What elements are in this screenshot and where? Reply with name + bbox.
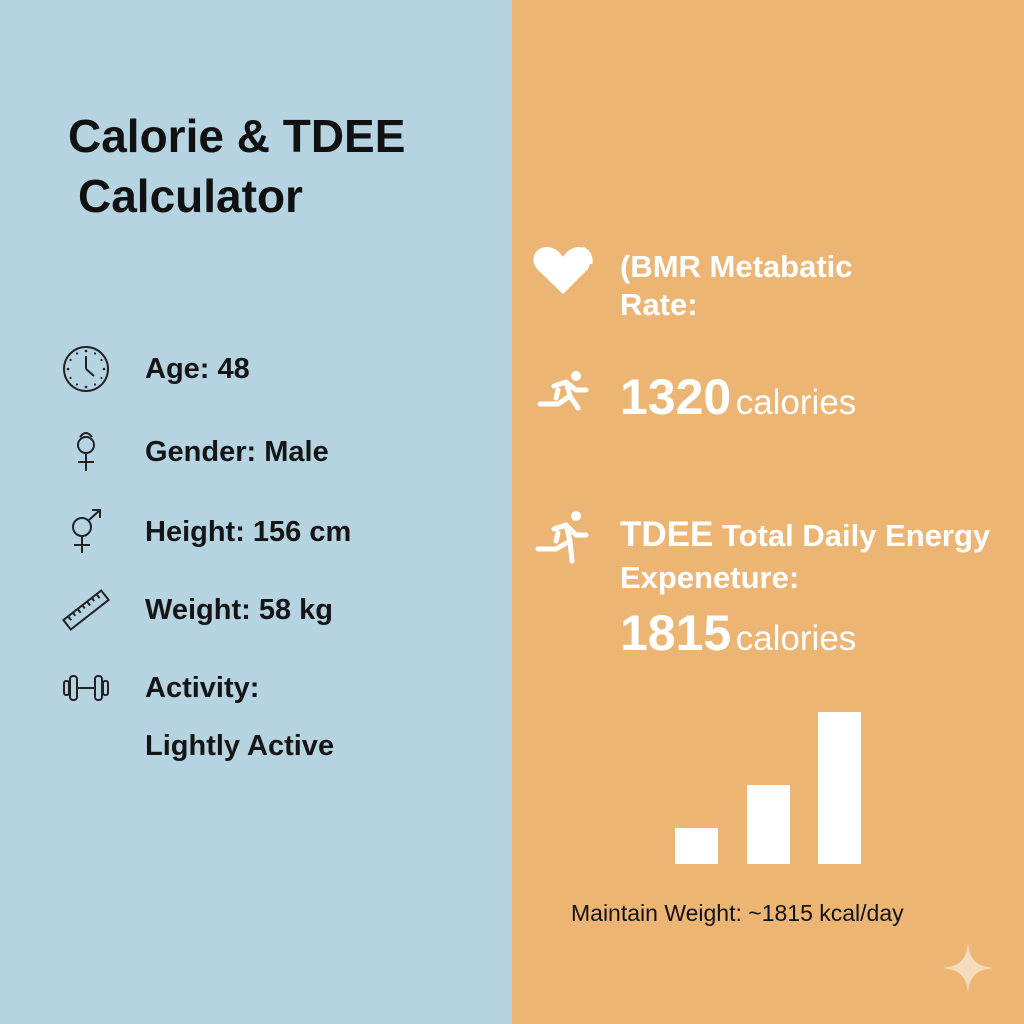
weight-label: Weight: 58 kg: [145, 593, 333, 626]
bmr-title-line-1: (BMR Metabatic: [620, 249, 853, 284]
height-label: Height: 156 cm: [145, 515, 352, 548]
bar-3: [818, 712, 861, 864]
bmr-title: (BMR Metabatic Rate:: [620, 248, 853, 324]
heart-icon: [530, 242, 596, 303]
tdee-value: 1815 calories: [620, 604, 856, 662]
sparkle-icon: [943, 943, 993, 998]
bmr-number: 1320: [620, 369, 732, 425]
tdee-unit: calories: [735, 619, 857, 658]
input-height: Height: 156 cm: [60, 506, 351, 558]
input-weight: Weight: 58 kg: [60, 584, 333, 636]
tdee-title-rest: Total Daily Energy: [713, 518, 991, 553]
gender-female-icon: [60, 426, 112, 478]
title-line-1: Calorie & TDEE: [68, 110, 406, 162]
page-title: Calorie & TDEE Calculator: [68, 106, 405, 226]
tdee-title: TDEE Total Daily Energy Expeneture:: [620, 517, 990, 596]
gender-symbol-icon: [60, 506, 112, 558]
tdee-number: 1815: [620, 605, 732, 661]
input-panel: Calorie & TDEE Calculator Age: 48: [0, 0, 512, 1024]
running-person-icon: [532, 507, 592, 574]
clock-icon: [60, 343, 112, 395]
input-gender: Gender: Male: [60, 426, 329, 478]
ruler-icon: [60, 584, 112, 636]
title-line-2: Calculator: [78, 170, 303, 222]
bmr-value: 1320 calories: [620, 368, 856, 426]
activity-label: Activity:: [145, 671, 260, 704]
running-person-icon: [534, 368, 594, 427]
tdee-abbr: TDEE: [620, 515, 714, 554]
bar-1: [675, 828, 718, 864]
dumbbell-icon: [60, 662, 112, 714]
maintain-weight-caption: Maintain Weight: ~1815 kcal/day: [571, 900, 904, 926]
input-activity: Activity:: [60, 662, 259, 714]
activity-value: Lightly Active: [145, 730, 335, 762]
gender-label: Gender: Male: [145, 435, 329, 468]
bmr-title-line-2: Rate:: [620, 287, 698, 322]
input-age: Age: 48: [60, 343, 250, 395]
tdee-title-line-2: Expeneture:: [620, 560, 800, 595]
bar-2: [747, 785, 790, 864]
age-label: Age: 48: [145, 352, 250, 385]
bmr-unit: calories: [735, 383, 857, 422]
